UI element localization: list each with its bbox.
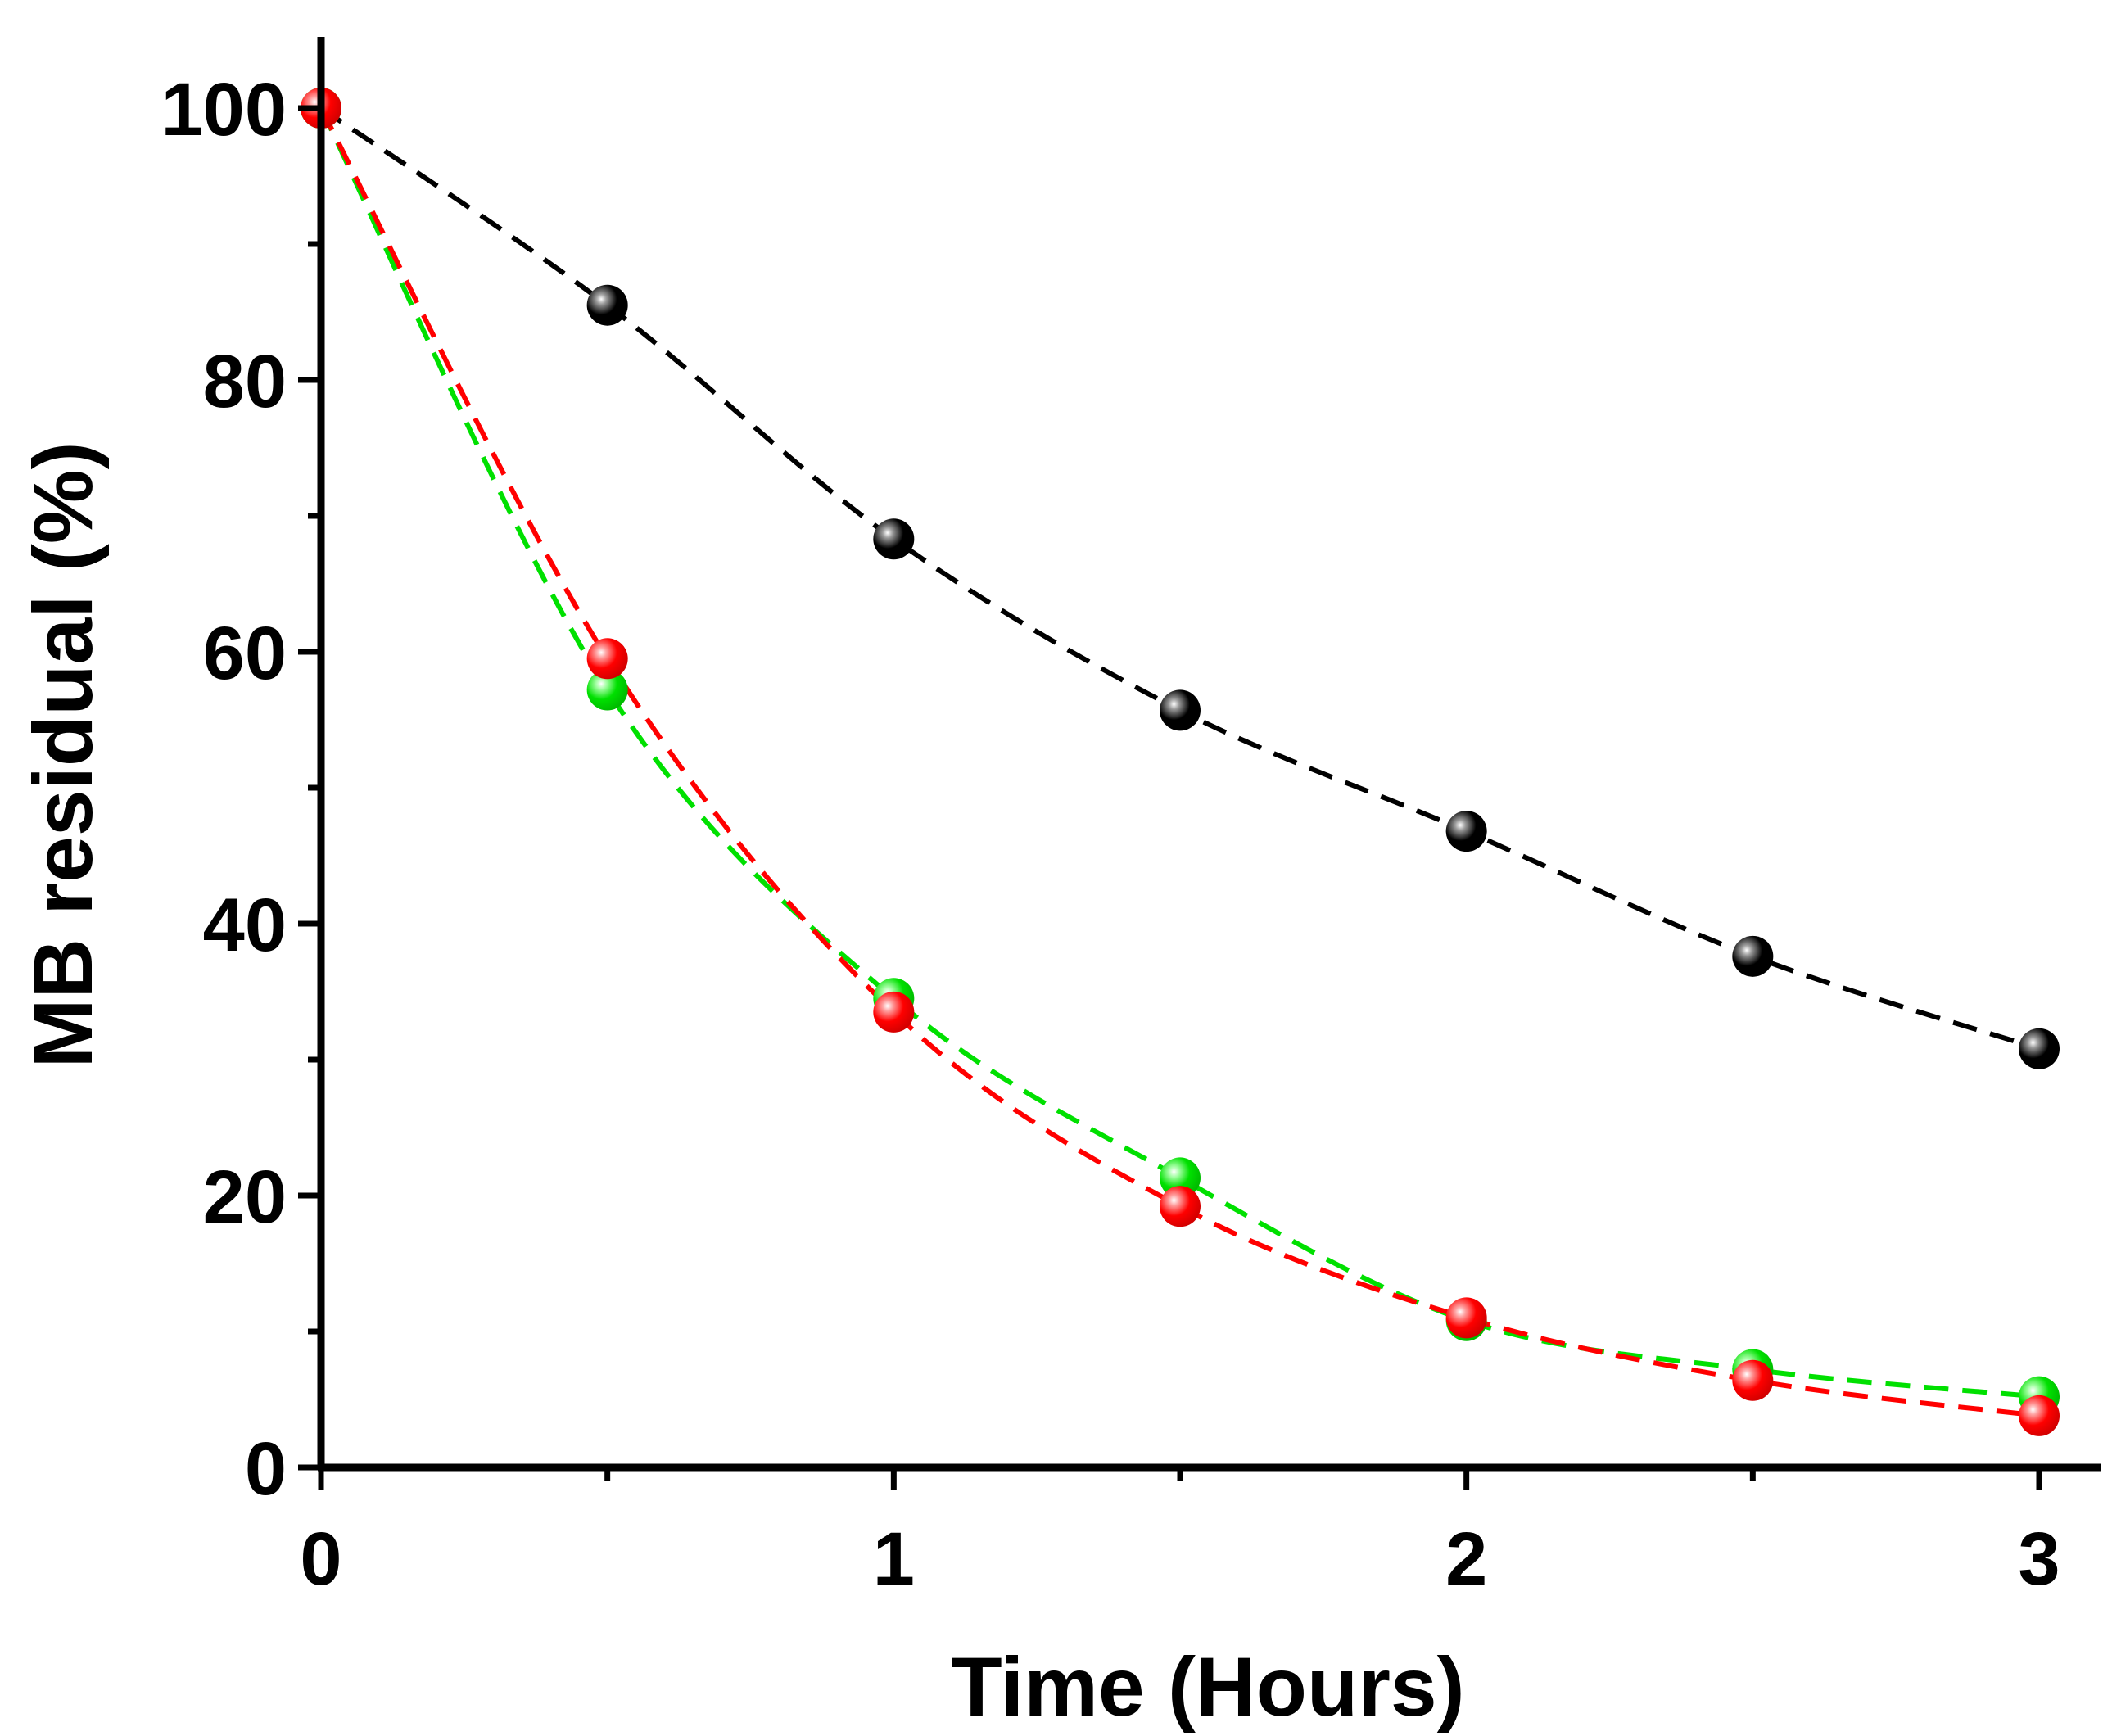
point-green — [1160, 1157, 1201, 1199]
point-red — [1732, 1359, 1774, 1401]
y-tick-label: 40 — [203, 884, 287, 967]
axes — [317, 37, 2101, 1472]
point-black — [873, 518, 915, 560]
y-tick-label: 60 — [203, 612, 287, 695]
point-red — [586, 638, 628, 680]
x-ticks: 0 1 2 3 — [300, 1467, 2060, 1601]
y-tick-label: 100 — [161, 68, 287, 151]
point-red — [2019, 1395, 2060, 1436]
x-tick-label: 2 — [1445, 1517, 1487, 1601]
x-tick-label: 1 — [873, 1517, 915, 1601]
x-tick-label: 0 — [300, 1517, 341, 1601]
fit-line-black — [319, 106, 2040, 1051]
point-black — [1732, 935, 1774, 977]
point-green — [586, 669, 628, 711]
point-black — [586, 284, 628, 326]
x-axis-title: Time (Hours) — [951, 1640, 1464, 1734]
fit-line-red — [319, 106, 2040, 1418]
y-tick-label: 20 — [203, 1155, 287, 1239]
point-black — [2019, 1028, 2060, 1069]
point-black — [1160, 689, 1201, 731]
point-black — [1445, 811, 1487, 852]
y-tick-label: 0 — [245, 1427, 287, 1511]
y-ticks: 0 20 40 60 80 100 — [161, 68, 321, 1511]
fit-line-green — [319, 106, 2040, 1399]
y-tick-label: 80 — [203, 340, 287, 423]
x-tick-label: 3 — [2018, 1517, 2060, 1601]
point-red — [873, 991, 915, 1033]
y-axis-title: MB residual (%) — [16, 441, 110, 1068]
point-red — [1160, 1186, 1201, 1227]
data-markers — [301, 88, 2060, 1436]
point-red — [1445, 1297, 1487, 1339]
